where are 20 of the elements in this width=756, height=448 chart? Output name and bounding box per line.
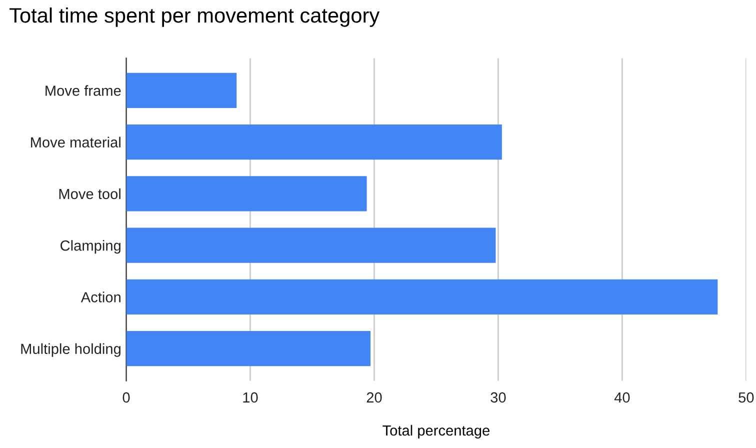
y-tick-label: Clamping xyxy=(60,240,120,254)
bar xyxy=(126,228,496,263)
x-tick-label: 30 xyxy=(490,392,506,403)
x-tick-label: 10 xyxy=(243,392,258,403)
bar xyxy=(126,176,367,212)
y-tick-label: Move frame xyxy=(46,85,121,96)
y-tick-label: Action xyxy=(80,292,120,302)
x-tick-label: 0 xyxy=(122,392,130,403)
y-tick-label: Multiple holding xyxy=(21,343,120,357)
y-tick-label: Move tool xyxy=(59,188,120,200)
bar xyxy=(126,124,502,160)
x-tick-label: 20 xyxy=(366,392,382,403)
x-axis-title: Total percentage xyxy=(382,424,490,439)
bar xyxy=(126,72,237,108)
bar xyxy=(126,331,370,366)
bar xyxy=(126,279,718,315)
y-tick-label: Move material xyxy=(31,136,120,148)
chart-title: Total time spent per movement category xyxy=(10,7,380,27)
x-tick-label: 40 xyxy=(614,392,630,403)
x-tick-label: 50 xyxy=(738,392,754,403)
